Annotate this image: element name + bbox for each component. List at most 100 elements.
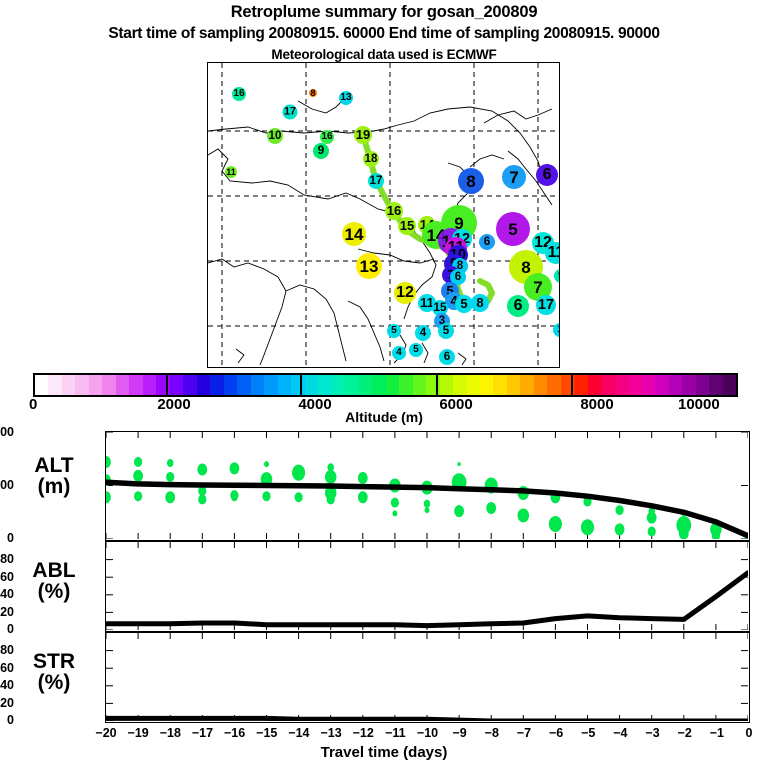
altitude-colorbar[interactable] <box>33 373 738 397</box>
colorbar-band-14 <box>223 375 238 395</box>
map-marker-15-40: 15 <box>432 300 448 316</box>
abl-ytick-0: 0 <box>7 622 14 636</box>
alt-ytick-10000: 10000 <box>0 425 14 439</box>
colorbar-band-51 <box>722 375 737 395</box>
alt-bubble-43 <box>615 505 624 516</box>
retroplume-map[interactable]: 1617813101691911181716151413121487695141… <box>207 62 560 368</box>
colorbar-band-11 <box>183 375 197 395</box>
panel-label-abl: ABL (%) <box>8 560 100 603</box>
map-marker-13-3: 13 <box>339 91 353 105</box>
alt-bubble-7 <box>166 471 175 482</box>
xtick--17: −17 <box>191 726 214 740</box>
map-marker-14-13: 14 <box>342 222 366 246</box>
colorbar-band-17 <box>264 375 278 395</box>
alt-bubble-31 <box>424 507 430 514</box>
map-marker-6-26: 6 <box>479 234 495 250</box>
alt-bubble-6 <box>166 459 174 468</box>
colorbar-band-32 <box>466 375 480 395</box>
xtick--10: −10 <box>416 726 439 740</box>
colorbar-band-34 <box>493 375 507 395</box>
alt-bubble-47 <box>647 526 656 537</box>
alt-panel[interactable] <box>105 431 750 541</box>
colorbar-band-43 <box>614 375 629 395</box>
colorbar-sep-8000 <box>571 373 573 397</box>
colorbar-band-33 <box>479 375 494 395</box>
colorbar-band-38 <box>547 375 561 395</box>
xtick--3: −3 <box>645 726 660 740</box>
abl-panel[interactable] <box>105 541 750 632</box>
map-marker-11-8: 11 <box>225 166 237 178</box>
colorbar-band-22 <box>331 375 346 395</box>
str-line <box>106 715 748 721</box>
alt-bubble-34 <box>454 505 465 518</box>
page-title: Retroplume summary for gosan_200809 <box>230 3 538 21</box>
str-ytick-80: 80 <box>0 643 14 658</box>
xtick--7: −7 <box>516 726 532 740</box>
xtick--18: −18 <box>159 726 181 740</box>
alt-bubble-3 <box>134 456 143 467</box>
map-marker-9-6: 9 <box>313 143 329 159</box>
alt-bubble-24 <box>357 472 368 485</box>
colorbar-band-20 <box>304 375 319 395</box>
str-name: STR <box>33 650 75 673</box>
alt-bubble-49 <box>676 516 692 535</box>
colorbar-band-45 <box>641 375 656 395</box>
alt-unit: (m) <box>37 475 71 499</box>
xtick--12: −12 <box>352 726 374 740</box>
alt-bubble-8 <box>165 491 176 504</box>
map-marker-7-36: 7 <box>524 273 552 301</box>
colorbar-band-7 <box>129 375 143 395</box>
map-marker-4-47: 4 <box>415 325 431 341</box>
alt-bubble-27 <box>390 497 399 508</box>
map-marker-1-49: 1 <box>553 323 559 337</box>
colorbar-tick-2000: 2000 <box>157 396 191 413</box>
colorbar-band-21 <box>318 375 332 395</box>
map-marker-11-39: 11 <box>418 294 436 312</box>
map-marker-6-19: 6 <box>536 164 558 186</box>
colorbar-tick-8000: 8000 <box>580 396 614 413</box>
alt-bubble-52 <box>711 530 720 539</box>
map-marker-17-1: 17 <box>282 104 298 120</box>
xtick--13: −13 <box>320 726 342 740</box>
xtick--9: −9 <box>452 726 467 740</box>
colorbar-band-50 <box>709 375 723 395</box>
colorbar-band-13 <box>210 375 224 395</box>
colorbar-band-46 <box>655 375 669 395</box>
abl-plot <box>106 542 748 630</box>
xtick--2: −2 <box>677 726 692 740</box>
alt-ytick-5000: 5000 <box>0 478 14 492</box>
abl-ytick-20: 20 <box>0 604 14 619</box>
meteorology-note: Meteorological data used is ECMWF <box>271 47 497 62</box>
colorbar-band-35 <box>506 375 521 395</box>
xtick--11: −11 <box>385 726 406 740</box>
colorbar-tick-0: 0 <box>29 396 38 413</box>
colorbar-tick-6000: 6000 <box>439 396 473 413</box>
colorbar-band-8 <box>142 375 157 395</box>
alt-bubble-0 <box>106 455 111 468</box>
colorbar-band-1 <box>48 375 62 395</box>
alt-bubble-36 <box>486 501 497 514</box>
alt-bubble-32 <box>457 462 461 467</box>
panel-label-str: STR (%) <box>8 651 100 694</box>
str-ytick-60: 60 <box>0 660 14 675</box>
panel-label-alt: ALT (m) <box>8 455 100 498</box>
colorbar-band-0 <box>35 375 49 395</box>
str-panel[interactable] <box>105 632 750 723</box>
colorbar-band-30 <box>439 375 454 395</box>
alt-bubble-23 <box>326 494 335 505</box>
colorbar-band-42 <box>601 375 615 395</box>
colorbar-band-31 <box>453 375 467 395</box>
alt-bubble-42 <box>580 519 595 536</box>
map-marker-6-43: 6 <box>507 295 529 317</box>
abl-line <box>106 570 748 629</box>
map-marker-8-17: 8 <box>458 168 484 194</box>
str-unit: (%) <box>37 671 71 695</box>
alt-bubble-30 <box>423 499 431 508</box>
colorbar-band-25 <box>372 375 386 395</box>
map-marker-7-18: 7 <box>502 165 526 189</box>
alt-bubble-15 <box>264 461 269 468</box>
map-marker-16-0: 16 <box>232 87 246 101</box>
colorbar-band-5 <box>102 375 116 395</box>
colorbar-sep-6000 <box>436 373 438 397</box>
xtick--20: −20 <box>95 726 117 740</box>
